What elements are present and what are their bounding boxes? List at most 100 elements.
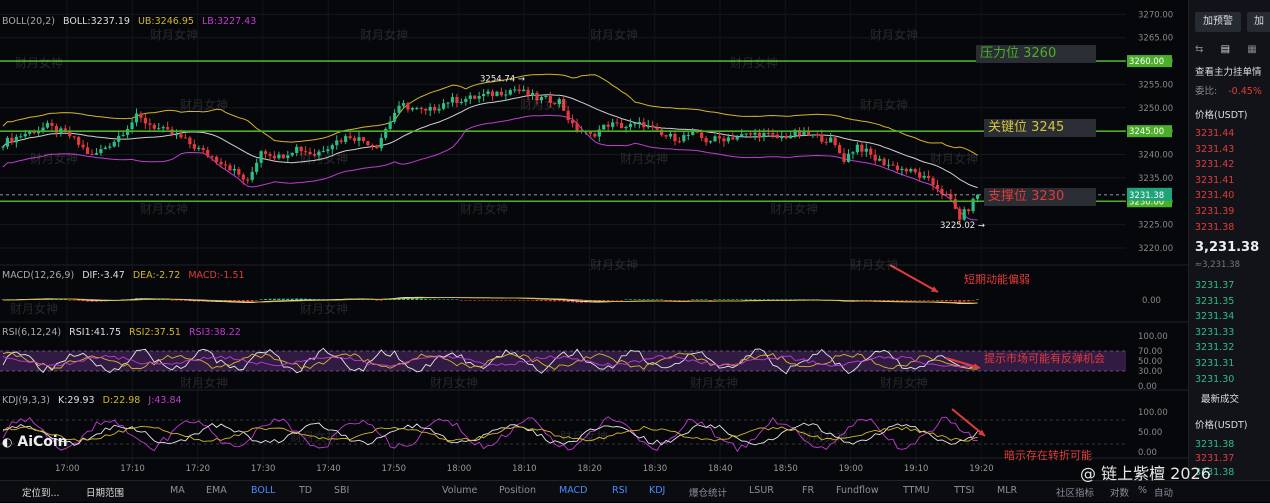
candle-body [504, 94, 508, 96]
rsi-note: 提示市场可能有反弹机会 [984, 352, 1105, 365]
toolbar-item-18[interactable]: MLR [997, 485, 1018, 496]
time-tick-label: 17:20 [186, 464, 211, 474]
candle-body [797, 129, 802, 136]
toolbar-item-6[interactable]: SBI [334, 485, 350, 496]
macd-bar [949, 300, 953, 302]
candle [143, 113, 147, 129]
macd-bar [571, 300, 575, 303]
candle [304, 146, 308, 156]
bid-price-row[interactable]: 3231.30 [1195, 373, 1235, 385]
macd-bar [660, 299, 664, 300]
orderbook-title[interactable]: 查看主力挂单情 [1195, 67, 1262, 78]
candle [410, 106, 414, 112]
candle [246, 177, 250, 184]
candle-body [330, 145, 334, 150]
candle-body [611, 122, 615, 127]
candle-body [571, 120, 575, 124]
bid-price-row[interactable]: 3231.37 [1195, 280, 1235, 291]
candle [713, 134, 717, 143]
candle [268, 151, 272, 161]
candle-body [829, 137, 833, 143]
candle [85, 142, 90, 155]
macd-bar [882, 300, 886, 301]
candle-body [869, 148, 873, 155]
book-icon[interactable]: ▤ [1220, 44, 1231, 55]
candle [441, 99, 446, 111]
candle [704, 135, 708, 146]
candle [419, 106, 423, 114]
bid-price-row[interactable]: 3231.32 [1195, 342, 1235, 354]
toolbar-item-20[interactable]: 对数 [1110, 488, 1130, 499]
toolbar-item-22[interactable]: 自动 [1154, 488, 1174, 499]
ask-price-row[interactable]: 3231.38 [1195, 221, 1235, 233]
ask-price-row[interactable]: 3231.42 [1195, 159, 1235, 171]
candle-body [646, 125, 650, 128]
ask-price-row[interactable]: 3231.44 [1195, 128, 1235, 139]
toolbar-item-8[interactable]: Position [499, 485, 536, 496]
layout-icon[interactable]: ⇆ [1195, 44, 1204, 55]
bid-price-row[interactable]: 3231.33 [1195, 326, 1235, 338]
ask-price-row[interactable]: 3231.40 [1195, 190, 1235, 202]
toolbar-item-3[interactable]: EMA [206, 485, 227, 496]
toolbar-item-14[interactable]: FR [802, 485, 815, 496]
candle [223, 160, 228, 170]
candle-body [268, 154, 272, 156]
candle-body [575, 123, 579, 131]
toolbar-item-10[interactable]: RSI [612, 485, 628, 496]
grid-icon[interactable]: ▦ [1247, 44, 1257, 55]
toolbar-item-13[interactable]: LSUR [749, 485, 774, 496]
kline-chart-svg[interactable]: 3270.00 3265.00 3260.00 3255.00 3250.00 3245.… [0, 0, 1188, 480]
toolbar-item-21[interactable]: % [1138, 485, 1148, 496]
candle-body [210, 156, 214, 158]
toolbar-item-12[interactable]: 爆仓统计 [689, 488, 728, 499]
ask-price-row[interactable]: 3231.41 [1195, 174, 1235, 186]
ask-price-row[interactable]: 3231.39 [1195, 206, 1235, 217]
toolbar-item-17[interactable]: TTSI [954, 485, 975, 496]
macd-bar [406, 297, 410, 300]
bid-price-row[interactable]: 3231.31 [1195, 358, 1235, 369]
candle [81, 139, 85, 150]
candle-body [717, 136, 722, 139]
candle [717, 130, 722, 144]
toolbar-item-0[interactable]: 定位到... [22, 488, 60, 499]
kdj-annotation-arrow [951, 408, 986, 437]
candle-body [10, 137, 14, 143]
time-tick-label: 17:00 [55, 464, 80, 474]
toolbar-item-7[interactable]: Volume [442, 485, 478, 496]
toolbar-item-5[interactable]: TD [299, 485, 313, 496]
toolbar-item-11[interactable]: KDJ [649, 485, 666, 496]
chart-area[interactable]: 3270.00 3265.00 3260.00 3255.00 3250.00 3245.… [0, 0, 1188, 502]
toolbar-item-15[interactable]: Fundflow [836, 485, 879, 496]
candle-body [940, 188, 944, 195]
macd-bar [749, 299, 753, 300]
macd-bar [909, 300, 913, 301]
candle-body [161, 127, 165, 129]
candle [192, 139, 196, 152]
candle-body [918, 172, 922, 178]
add-alert-button[interactable]: 加预警 [1195, 12, 1241, 32]
toolbar-item-4[interactable]: BOLL [251, 485, 276, 496]
macd-bar [588, 300, 592, 303]
candle-body [878, 158, 882, 161]
toolbar-item-1[interactable]: 日期范围 [86, 488, 125, 499]
macd-bar [419, 298, 423, 300]
candle-body [299, 146, 303, 152]
toolbar-item-16[interactable]: TTMU [903, 485, 930, 496]
ask-price-row[interactable]: 3231.43 [1195, 143, 1235, 155]
candle-body [513, 89, 517, 91]
trade-price-row: 3231.38 [1195, 439, 1235, 450]
bid-price-row[interactable]: 3231.34 [1195, 311, 1235, 323]
candle [971, 197, 975, 214]
candle [286, 150, 290, 162]
add-button[interactable]: 加 [1247, 12, 1270, 32]
candle-body [522, 89, 526, 92]
rsi-header: RSI(6,12,24) RSI1:41.75 RSI2:37.51 RSI3:… [2, 327, 246, 338]
toolbar-item-9[interactable]: MACD [559, 485, 588, 496]
rsi2-line [2, 352, 978, 371]
candle [1, 145, 5, 151]
bid-price-row[interactable]: 3231.35 [1195, 295, 1235, 307]
toolbar-item-19[interactable]: 社区指标 [1056, 488, 1095, 499]
candle-body [424, 108, 428, 111]
toolbar-item-2[interactable]: MA [170, 485, 185, 496]
candle-body [241, 174, 245, 180]
